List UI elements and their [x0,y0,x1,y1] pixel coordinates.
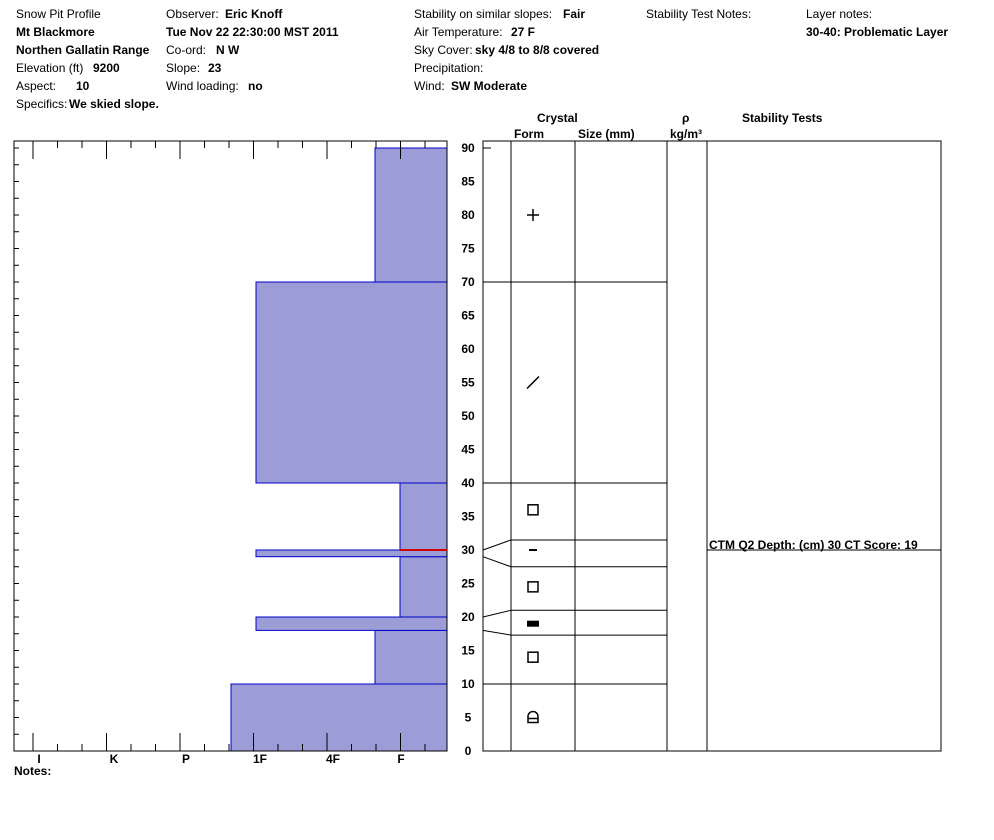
hardness-axis-label: K [110,752,119,766]
hardness-axis-label: 4F [326,752,340,766]
specifics-label: Specifics: [16,97,68,111]
wind-loading-value: no [248,79,263,93]
wind-value: SW Moderate [451,79,528,93]
hardness-axis-labels: I K P 1F 4F F [37,752,404,766]
hardness-axis-label: 1F [253,752,267,766]
coord-label: Co-ord: [166,43,207,57]
depth-hoar-symbol [527,710,539,724]
hardness-layer-bar [255,281,448,484]
layer-notes-label: Layer notes: [806,7,873,21]
depth-axis-label: 25 [461,577,475,591]
melt-freeze-crust-symbol [527,620,539,627]
depth-axis-label: 80 [461,208,475,222]
depth-axis-label: 70 [461,275,475,289]
elevation-label: Elevation (ft) [16,61,84,75]
slope-value: 23 [208,61,222,75]
depth-axis-label: 75 [461,242,475,256]
depth-axis-label: 65 [461,309,475,323]
hardness-axis-label: F [397,752,404,766]
slope-label: Slope: [166,61,201,75]
wind-label: Wind: [414,79,445,93]
hardness-axis-label: I [37,752,40,766]
depth-axis-label: 60 [461,342,475,356]
sky-cover-value: sky 4/8 to 8/8 covered [475,43,600,57]
depth-axis-label: 20 [461,610,475,624]
density-symbol-header: ρ [682,111,690,125]
stability-test-notes-label: Stability Test Notes: [646,7,752,21]
layer-connector [482,629,512,636]
depth-axis-label: 0 [465,744,472,758]
hardness-layer-bar [255,549,448,558]
stability-test-result: CTM Q2 Depth: (cm) 30 CT Score: 19 [709,538,918,552]
air-temp-value: 27 F [511,25,536,39]
depth-axis-label: 55 [461,376,475,390]
stability-tests-header: Stability Tests [742,111,823,125]
layer-connector [482,556,512,568]
depth-axis-label: 40 [461,476,475,490]
range-name: Northen Gallatin Range [16,43,150,57]
coord-value: N W [216,43,240,57]
faceted-crystals-symbol [527,504,539,516]
depth-axis-label: 15 [461,644,475,658]
depth-axis-label: 50 [461,409,475,423]
crystal-form-symbols [526,209,540,724]
hardness-layers [230,147,448,752]
depth-axis-label: 35 [461,510,475,524]
stability-label: Stability on similar slopes: [414,7,553,21]
specifics-value: We skied slope. [69,97,159,111]
layer-connector [482,539,512,551]
stability-value: Fair [563,7,586,21]
aspect-value: 10 [76,79,90,93]
hardness-layer-bar [230,683,448,752]
depth-axis-label: 90 [461,141,475,155]
page-title: Snow Pit Profile [16,7,101,21]
depth-axis-label: 10 [461,677,475,691]
hardness-layer-bar [374,147,448,283]
hardness-plot-frame [13,140,448,752]
notes-label: Notes: [14,764,52,778]
depth-axis-label: 30 [461,543,475,557]
observer-value: Eric Knoff [225,7,283,21]
layer-notes-value: 30-40: Problematic Layer [806,25,949,39]
depth-axis-labels: 0 5 10 15 20 25 30 35 40 45 50 55 60 65 70 75 80 85 90 [461,141,475,758]
size-header: Size (mm) [578,127,635,141]
form-header: Form [514,127,544,141]
hardness-ticks [14,141,426,752]
decomposing-fragments-symbol [526,375,540,390]
hardness-layer-bar [399,556,448,618]
faceted-crystals-symbol [527,651,539,663]
air-temp-label: Air Temperature: [414,25,503,39]
layer-table-frame [482,140,942,752]
depth-axis-label: 45 [461,443,475,457]
layer-connector [482,609,512,618]
hardness-layer-bar [255,616,448,631]
location-name: Mt Blackmore [16,25,95,39]
depth-axis-label: 85 [461,175,475,189]
depth-axis-label: 5 [465,711,472,725]
layer-table-grid [482,140,942,752]
crystal-header: Crystal [537,111,578,125]
elevation-value: 9200 [93,61,120,75]
observer-label: Observer: [166,7,219,21]
wind-loading-label: Wind loading: [166,79,239,93]
precipitation-label: Precipitation: [414,61,484,75]
sky-cover-label: Sky Cover: [414,43,473,57]
aspect-label: Aspect: [16,79,57,93]
hardness-layer-bar [399,482,448,551]
observation-datetime: Tue Nov 22 22:30:00 MST 2011 [166,25,339,39]
density-unit-header: kg/m³ [670,127,703,141]
hardness-layer-bar [374,629,448,685]
hardness-axis-label: P [182,752,190,766]
faceted-crystals-symbol [527,581,539,593]
